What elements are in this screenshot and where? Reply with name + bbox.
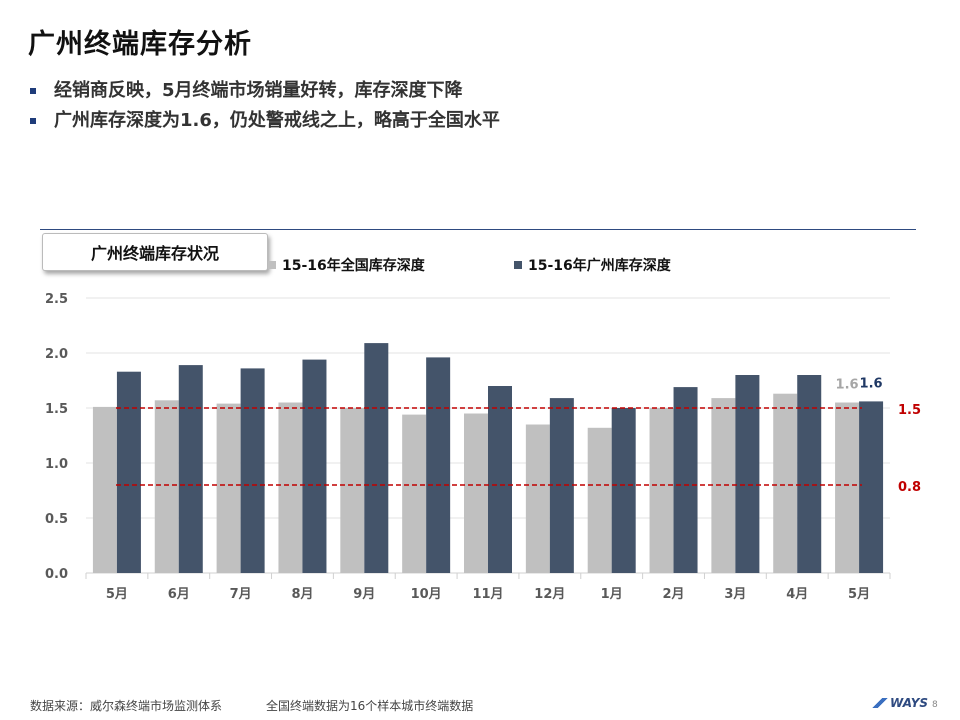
y-tick-label: 0.0 [45, 567, 68, 582]
x-tick-label: 7月 [230, 587, 252, 602]
y-tick-label: 2.0 [45, 347, 68, 362]
bar-guangzhou [549, 398, 574, 573]
x-tick-label: 5月 [848, 587, 870, 602]
bullet-item: 广州库存深度为1.6，仍处警戒线之上，略高于全国水平 [30, 106, 500, 136]
x-tick-label: 1月 [601, 587, 623, 602]
legend-label-national: 15-16年全国库存深度 [282, 258, 425, 274]
bar-guangzhou [797, 375, 822, 573]
legend-swatch-guangzhou [514, 261, 522, 269]
bar-guangzhou [364, 343, 389, 573]
bar-guangzhou [426, 357, 451, 573]
bar-national [154, 400, 179, 573]
legend-swatch-national [268, 261, 276, 269]
reference-line-label: 0.8 [898, 480, 921, 495]
x-tick-label: 2月 [663, 587, 685, 602]
bullet-square-icon [30, 118, 36, 124]
data-label: 1.6 [860, 376, 883, 391]
bullet-item: 经销商反映，5月终端市场销量好转，库存深度下降 [30, 76, 500, 106]
x-tick-label: 6月 [168, 587, 190, 602]
x-tick-label: 4月 [786, 587, 808, 602]
logo-text: WAYS [890, 696, 929, 710]
bar-guangzhou [488, 386, 512, 573]
chart-top-rule [40, 229, 916, 230]
bar-national [711, 398, 736, 573]
bullet-text: 广州库存深度为1.6，仍处警戒线之上，略高于全国水平 [54, 110, 500, 131]
footer-source: 数据来源：威尔森终端市场监测体系 [30, 699, 223, 713]
bar-national [587, 427, 612, 573]
bar-guangzhou [859, 401, 884, 573]
bar-guangzhou [178, 365, 203, 573]
page-number: 8 [932, 700, 938, 710]
x-tick-label: 10月 [411, 587, 442, 602]
bullet-list: 经销商反映，5月终端市场销量好转，库存深度下降 广州库存深度为1.6，仍处警戒线… [30, 76, 500, 136]
bar-national [340, 408, 365, 573]
bar-national [464, 413, 488, 573]
page-title: 广州终端库存分析 [28, 29, 252, 60]
y-tick-label: 1.5 [45, 402, 68, 417]
bullet-square-icon [30, 88, 36, 94]
reference-line-label: 1.5 [898, 403, 921, 418]
x-tick-label: 3月 [724, 587, 746, 602]
x-tick-label: 8月 [291, 587, 313, 602]
bar-guangzhou [302, 359, 327, 573]
y-tick-label: 0.5 [45, 512, 68, 527]
x-tick-label: 9月 [353, 587, 375, 602]
ways-logo: WAYS [872, 696, 928, 710]
data-label: 1.6 [836, 378, 859, 393]
y-tick-label: 1.0 [45, 457, 68, 472]
bar-national [278, 402, 303, 573]
x-tick-label: 11月 [472, 587, 503, 602]
bar-national [525, 424, 550, 573]
bar-guangzhou [240, 368, 265, 573]
bar-guangzhou [611, 408, 636, 573]
bar-national [216, 403, 241, 573]
x-tick-label: 12月 [534, 587, 565, 602]
bullet-text: 经销商反映，5月终端市场销量好转，库存深度下降 [54, 80, 463, 101]
legend-label-guangzhou: 15-16年广州库存深度 [528, 258, 671, 274]
bar-national [773, 393, 798, 573]
x-tick-label: 5月 [106, 587, 128, 602]
bar-national [92, 406, 117, 573]
bar-national [649, 408, 674, 573]
legend-guangzhou: 15-16年广州库存深度 [514, 255, 671, 275]
bar-national [835, 402, 860, 573]
bar-guangzhou [116, 371, 141, 573]
bar-guangzhou [735, 375, 760, 573]
bar-guangzhou [673, 387, 698, 573]
logo-mark-icon [872, 698, 888, 708]
bar-national [402, 414, 427, 573]
chart-label-box: 广州终端库存状况 [42, 233, 268, 271]
legend-national: 15-16年全国库存深度 [268, 255, 425, 275]
y-tick-label: 2.5 [45, 292, 68, 307]
footer-note: 全国终端数据为16个样本城市终端数据 [266, 699, 474, 713]
